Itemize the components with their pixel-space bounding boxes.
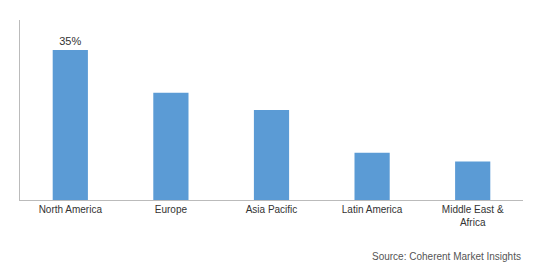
svg-text:Source: Coherent Market Insigh: Source: Coherent Market Insights: [372, 251, 521, 262]
svg-text:Middle East &Africa: Middle East &Africa: [442, 204, 504, 228]
svg-text:Europe: Europe: [155, 204, 188, 215]
svg-text:35%: 35%: [59, 35, 81, 47]
svg-text:Asia Pacific: Asia Pacific: [246, 204, 298, 215]
svg-text:Latin America: Latin America: [342, 204, 403, 215]
svg-text:North America: North America: [39, 204, 103, 215]
